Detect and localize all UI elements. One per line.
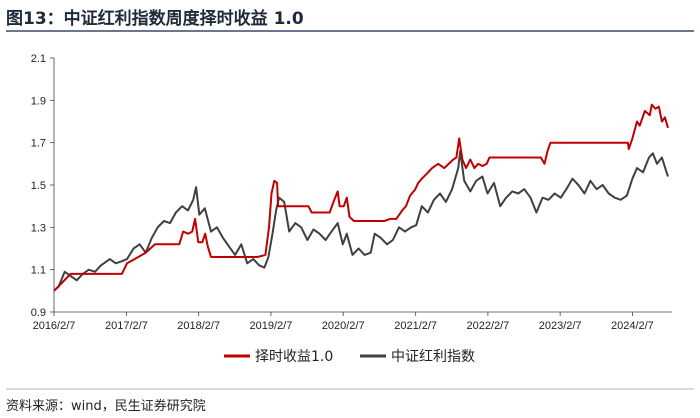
x-tick-label: 2021/2/7 [394,320,437,332]
chart-legend: 择时收益1.0 中证红利指数 [224,349,475,365]
chart-series-layer [53,103,669,292]
y-tick-label: 1.3 [31,222,46,234]
y-tick-label: 0.9 [31,307,46,319]
y-tick-label: 2.1 [31,53,46,65]
x-tick-label: 2018/2/7 [177,320,220,332]
y-tick-label: 1.5 [31,180,46,192]
x-tick-label: 2022/2/7 [466,320,509,332]
series-line-timing [53,103,669,292]
x-tick-label: 2023/2/7 [539,320,582,332]
y-tick-label: 1.9 [31,95,46,107]
legend-label-timing: 择时收益1.0 [255,349,333,365]
chart-axes: 0.9 1.1 1.3 1.5 1.7 1.9 2.1 2016/2/7 2017/2/7 201… [31,53,672,332]
y-tick-label: 1.1 [31,265,46,277]
source-note: 资料来源：wind，民生证券研究院 [6,398,206,414]
chart-title: 图13：中证红利指数周度择时收益 1.0 [6,8,304,29]
x-tick-label: 2017/2/7 [105,320,148,332]
y-tick-label: 1.7 [31,138,46,150]
x-tick-label: 2019/2/7 [250,320,293,332]
x-tick-label: 2020/2/7 [322,320,365,332]
series-line-index [53,150,669,292]
x-tick-label: 2024/2/7 [611,320,654,332]
legend-label-index: 中证红利指数 [391,349,475,365]
x-tick-label: 2016/2/7 [33,320,76,332]
